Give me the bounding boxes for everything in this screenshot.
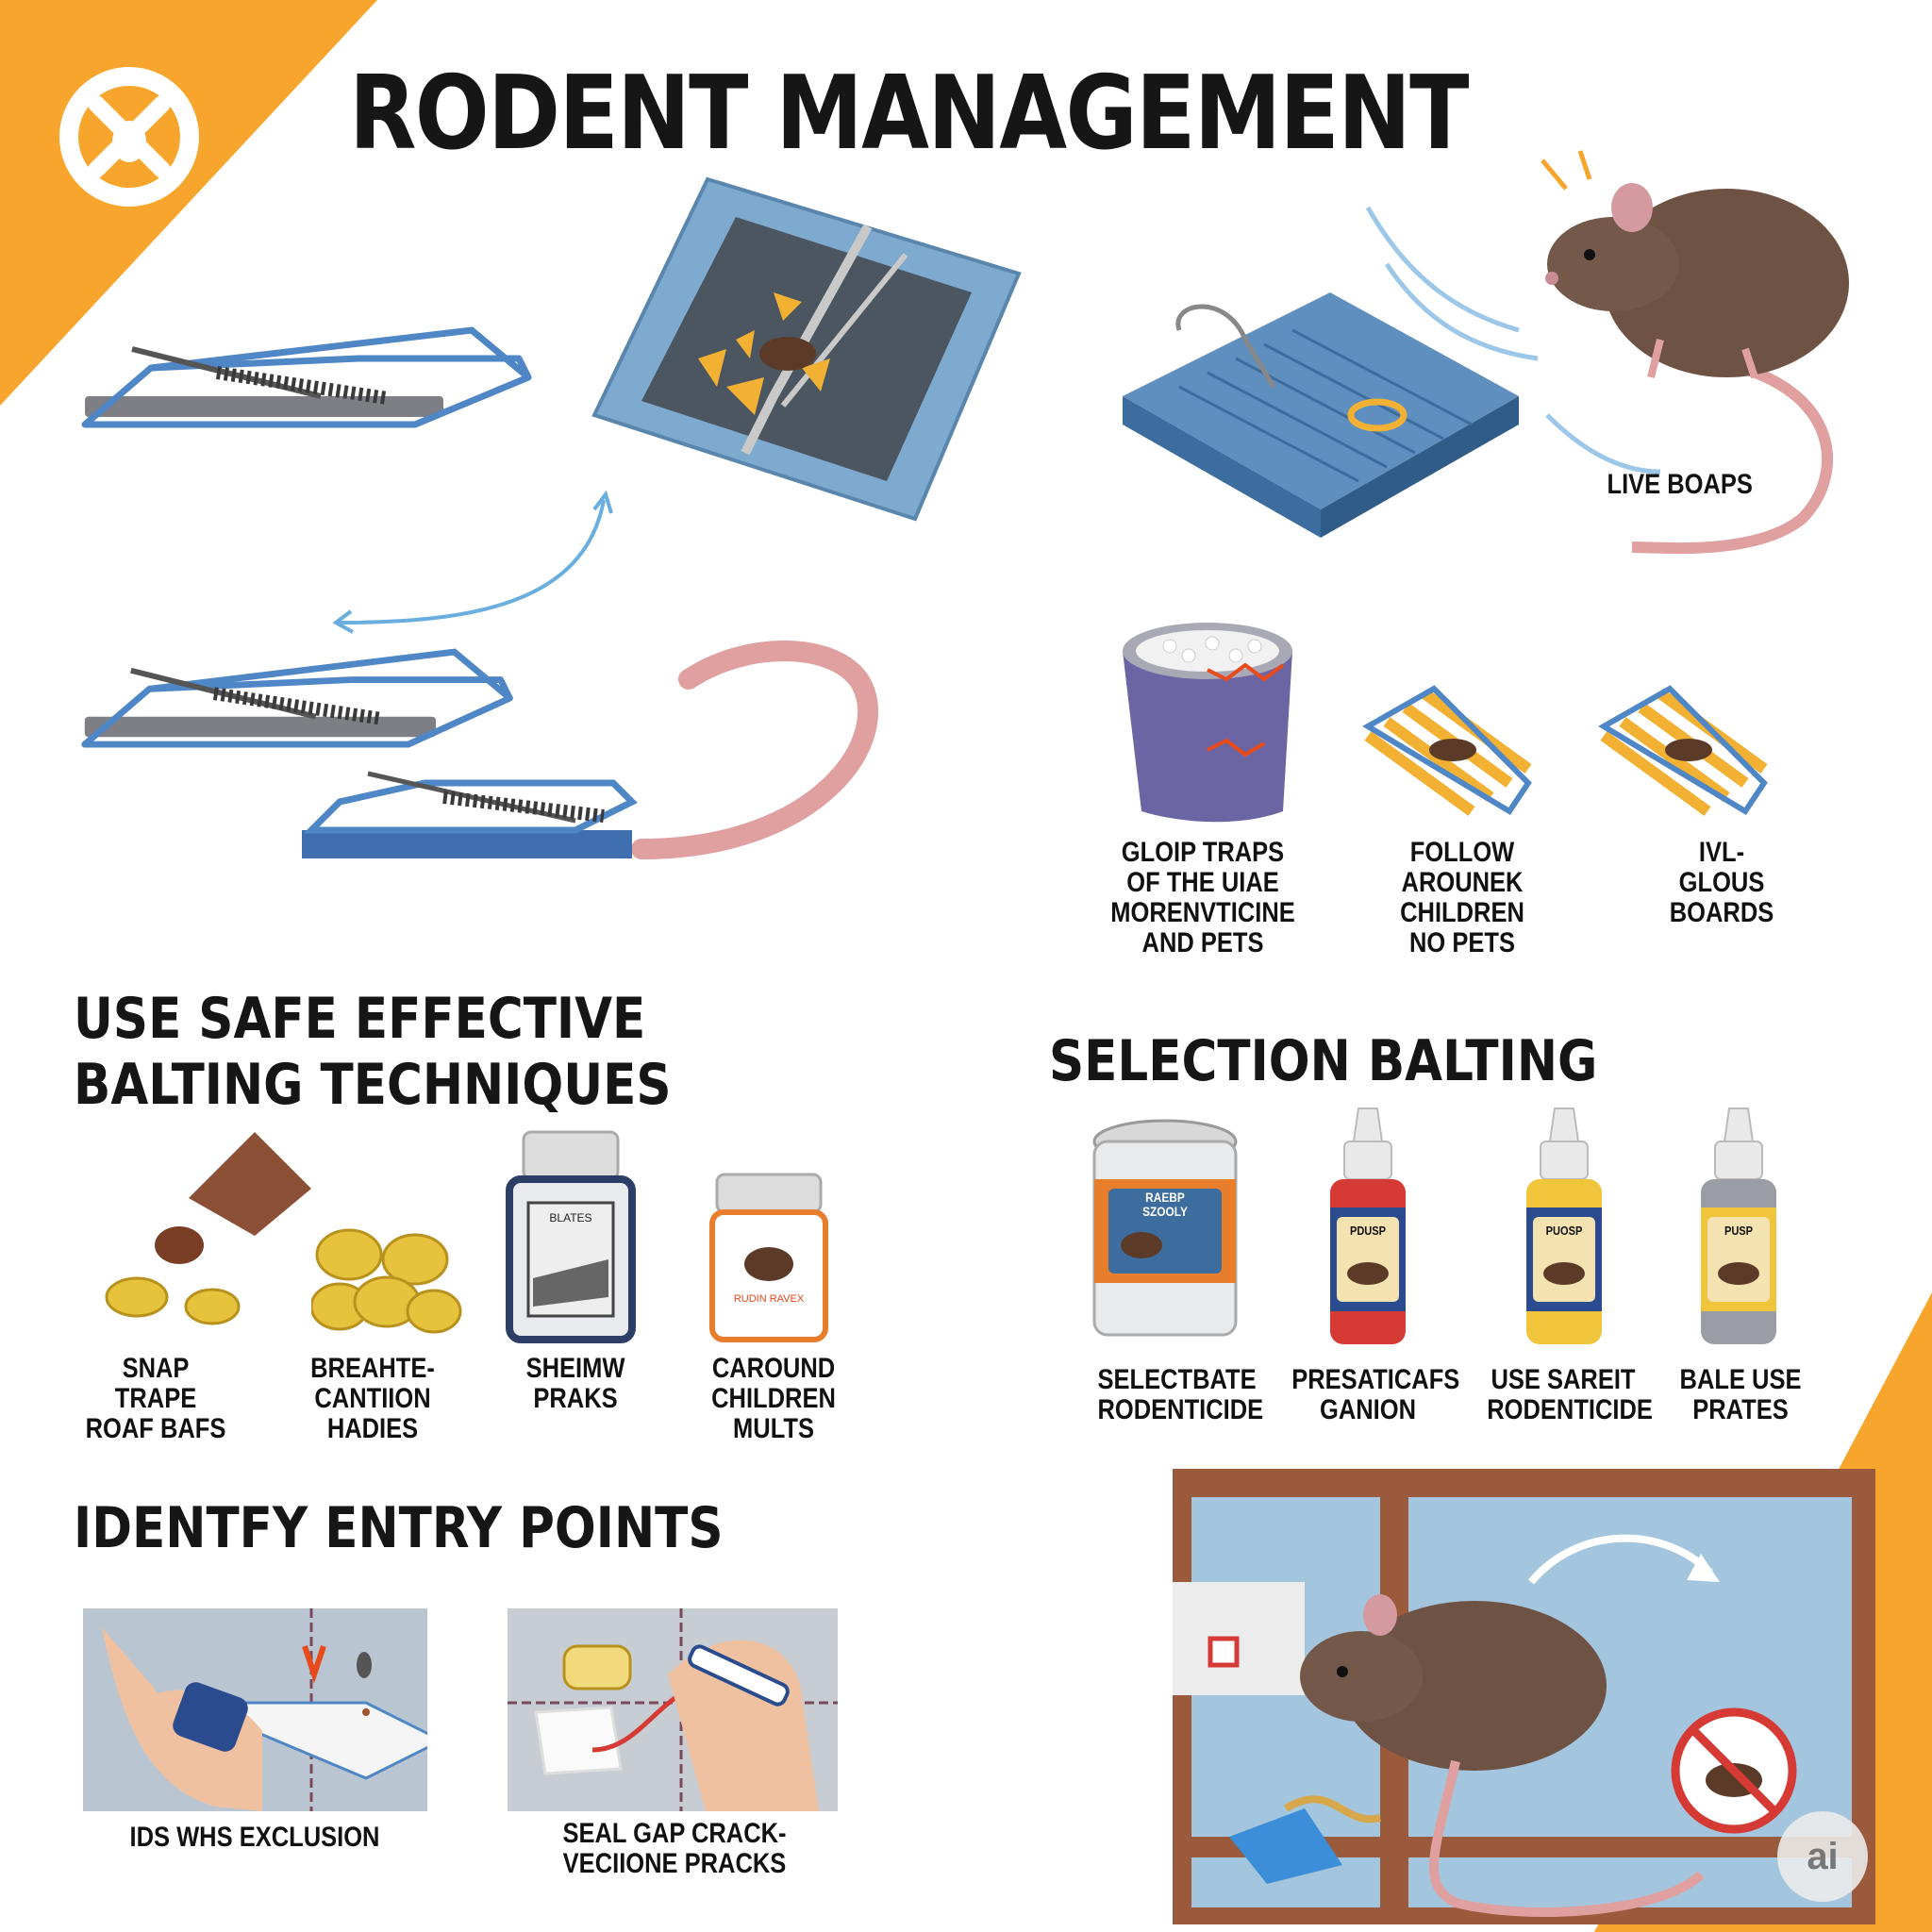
live-trap-icon: [1123, 292, 1519, 538]
rodenticide-bottle-icon: [1330, 1108, 1406, 1344]
rodent-exclusion-scene-icon: [1173, 1469, 1875, 1924]
baiting-item-label: CAROUND CHILDREN MULTS: [711, 1353, 836, 1444]
rodenticide-jar-icon: RUDIN RAVEX: [709, 1173, 828, 1342]
baited-snap-trap-icon: [591, 176, 1022, 522]
bait-blocks-icon: [311, 1228, 462, 1334]
glue-board-trap-icon: [1598, 685, 1768, 816]
bait-pellets-icon: [105, 1132, 311, 1325]
rodenticide-bottle-icon: [1526, 1108, 1602, 1344]
rat-icon: [1365, 150, 1849, 555]
selection-item-label: PRESATICAFS GANION: [1291, 1364, 1460, 1425]
snap-trap-with-tail-icon: [302, 641, 878, 859]
baiting-heading: USE SAFE EFFECTIVE BALTING TECHNIQUES: [74, 986, 672, 1118]
live-trap-label: LIVE BOAPS: [1607, 469, 1753, 500]
baiting-item-label: SNAP TRAPE ROAF BAFS: [85, 1353, 226, 1444]
selection-item-label: BALE USE PRATES: [1679, 1364, 1802, 1425]
cycle-arrow-icon: [332, 491, 613, 634]
seal-gap-scene-icon: [508, 1608, 838, 1811]
page-title: RODENT MANAGEMENT: [349, 55, 1469, 173]
product-label: RAEBP SZOOLY: [1142, 1190, 1188, 1219]
baiting-item-label: BREAHTE- CANTIION HADIES: [310, 1353, 435, 1444]
product-label: PDUSP: [1349, 1224, 1387, 1238]
glue-item-label: GLOIP TRAPS OF THE UIAE MORENVTICINE AND…: [1110, 837, 1295, 958]
entry-heading: IDENTFY ENTRY POINTS: [74, 1495, 724, 1561]
rodent-cross-logo-icon: [59, 67, 199, 207]
ai-badge: ai: [1777, 1811, 1868, 1902]
snap-trap-icon: [81, 326, 532, 428]
rodenticide-bottle-icon: [1701, 1108, 1776, 1344]
selection-heading: SELECTION BALTING: [1049, 1028, 1598, 1094]
jar-label: BLATES: [549, 1211, 591, 1224]
bait-bucket-icon: [1123, 623, 1292, 823]
bait-jar-icon: BLATES: [506, 1130, 636, 1343]
jar-label: RUDIN RAVEX: [734, 1293, 805, 1305]
glue-item-label: FOLLOW AROUNEK CHILDREN NO PETS: [1400, 837, 1524, 958]
selection-item-label: USE SAREIT RODENTICIDE: [1487, 1364, 1653, 1425]
glue-board-trap-icon: [1362, 685, 1532, 816]
exclusion-scene-icon: [83, 1608, 427, 1811]
entry-item-label: SEAL GAP CRACK- VECIIONE PRACKS: [562, 1818, 787, 1879]
glue-item-label: IVL- GLOUS BOARDS: [1669, 837, 1774, 928]
rodenticide-can-icon: [1092, 1119, 1238, 1337]
baiting-item-label: SHEIMW PRAKS: [525, 1353, 625, 1414]
product-label: PUOSP: [1545, 1224, 1583, 1238]
snap-trap-icon: [81, 648, 513, 748]
entry-item-label: IDS WHS EXCLUSION: [129, 1822, 380, 1853]
product-label: PUSP: [1724, 1224, 1754, 1238]
selection-item-label: SELECTBATE RODENTICIDE: [1097, 1364, 1264, 1425]
